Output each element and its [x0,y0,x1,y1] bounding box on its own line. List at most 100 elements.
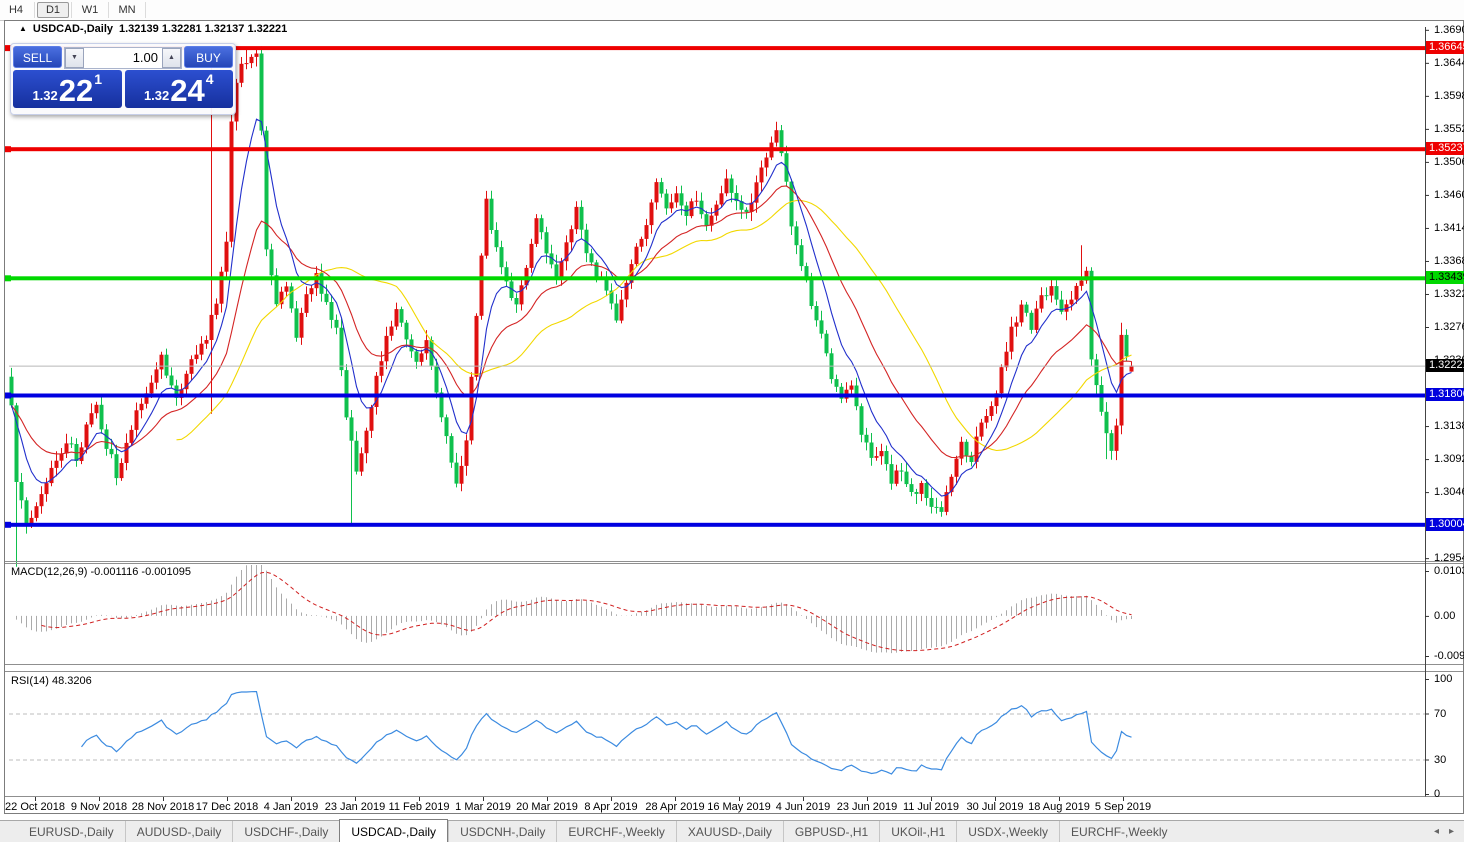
candle-body [119,463,124,479]
candle-body [564,242,569,262]
candle-body [869,442,874,458]
chart-tab[interactable]: USDCNH-,Daily [448,821,556,842]
volume-input[interactable]: 1.00 [132,50,158,65]
level-line-handle[interactable] [5,45,11,52]
level-line-handle[interactable] [5,146,11,153]
candle-body [929,498,934,507]
chart-tab[interactable]: UKOil-,H1 [879,821,956,842]
candle-body [324,293,329,303]
buy-button[interactable]: BUY [184,46,233,68]
horizontal-level-line[interactable] [9,522,1425,527]
chart-plot-area[interactable] [5,21,1463,813]
candle-body [9,376,14,406]
candle-body [84,424,89,448]
rsi-axis-label: 30 [1434,754,1447,766]
macd-label: MACD(12,26,9) -0.001116 -0.001095 [11,566,191,578]
candle-body [129,429,134,443]
chart-tab[interactable]: GBPUSD-,H1 [782,821,879,842]
chart-tab[interactable]: AUDUSD-,Daily [124,821,233,842]
buy-price-display[interactable]: 1.32 24 4 [124,70,233,108]
collapse-triangle-icon[interactable]: ▲ [19,23,27,33]
candle-body [939,507,944,512]
toolbar-separator [145,2,146,18]
candle-body [574,206,579,230]
level-line-handle[interactable] [5,275,11,282]
candle-body [149,382,154,394]
date-axis-label: 1 Mar 2019 [455,801,511,813]
horizontal-level-line[interactable] [9,147,1425,152]
candle-body [954,458,959,477]
candle-body [774,130,779,143]
candle-body [714,204,719,216]
candle-body [234,82,239,122]
candle-body [299,312,304,338]
candle-body [1109,433,1114,451]
candle-body [514,298,519,305]
horizontal-level-line[interactable] [9,46,1425,51]
chart-tab[interactable]: USDCAD-,Daily [339,819,449,842]
chart-tab[interactable]: USDX-,Weekly [956,821,1059,842]
timeframe-d1-button[interactable]: D1 [37,2,69,18]
candle-body [184,373,189,390]
tab-scroll-right-icon[interactable]: ▸ [1448,826,1454,837]
sell-button[interactable]: SELL [13,46,62,68]
price-badge: 1.30004 [1426,518,1464,531]
candle-body [154,369,159,383]
level-line-handle[interactable] [5,521,11,528]
price-axis-label: 1.36900 [1434,24,1464,36]
timeframe-mn-button[interactable]: MN [118,4,136,16]
candle-body [919,483,924,494]
candle-body [269,249,274,276]
candle-body [374,375,379,407]
candle-body [1024,304,1029,313]
chart-tab[interactable]: XAUUSD-,Daily [675,821,783,842]
candle-body [789,181,794,227]
price-axis-label: 1.35980 [1434,90,1464,102]
date-axis-label: 23 Jan 2019 [324,801,386,813]
candle-body [499,247,504,268]
candle-body [889,464,894,484]
candle-body [334,319,339,328]
candle-body [949,476,954,493]
chart-tab[interactable]: EURCHF-,Weekly [556,821,675,842]
chart-tab[interactable]: EURCHF-,Weekly [1059,821,1178,842]
candle-body [759,167,764,183]
candle-body [1104,411,1109,434]
price-axis-label: 1.30460 [1434,486,1464,498]
candle-body [804,266,809,281]
candle-body [44,483,49,495]
candle-body [894,470,899,484]
sell-price-display[interactable]: 1.32 22 1 [13,70,122,108]
price-axis-label: 1.34600 [1434,189,1464,201]
candle-body [999,367,1004,394]
volume-decrease-button[interactable]: ▼ [65,48,84,68]
chart-tab[interactable]: USDCHF-,Daily [232,821,339,842]
candle-body [724,178,729,194]
timeframe-h4-button[interactable]: H4 [8,4,24,16]
candle-body [519,285,524,305]
candle-body [884,451,889,465]
candle-body [89,413,94,425]
candle-body [644,225,649,239]
date-axis-label: 23 Jun 2019 [836,801,898,813]
candle-body [619,299,624,321]
candle-body [354,440,359,472]
price-badge: 1.32221 [1426,359,1464,372]
candle-body [404,322,409,340]
candle-body [279,291,284,305]
chart-tab[interactable]: EURUSD-,Daily [29,825,114,839]
tab-scroll-left-icon[interactable]: ◂ [1433,826,1439,837]
level-line-handle[interactable] [5,392,11,399]
candle-body [104,429,109,449]
rsi-axis-label: 0 [1434,788,1441,800]
candle-body [274,275,279,305]
horizontal-level-line[interactable] [9,276,1425,281]
candle-body [379,361,384,376]
volume-increase-button[interactable]: ▲ [162,48,181,68]
candle-body [329,302,334,320]
candle-body [664,193,669,209]
date-axis-label: 28 Nov 2018 [131,801,195,813]
timeframe-w1-button[interactable]: W1 [81,4,99,16]
candle-body [164,354,169,376]
horizontal-level-line[interactable] [9,393,1425,398]
